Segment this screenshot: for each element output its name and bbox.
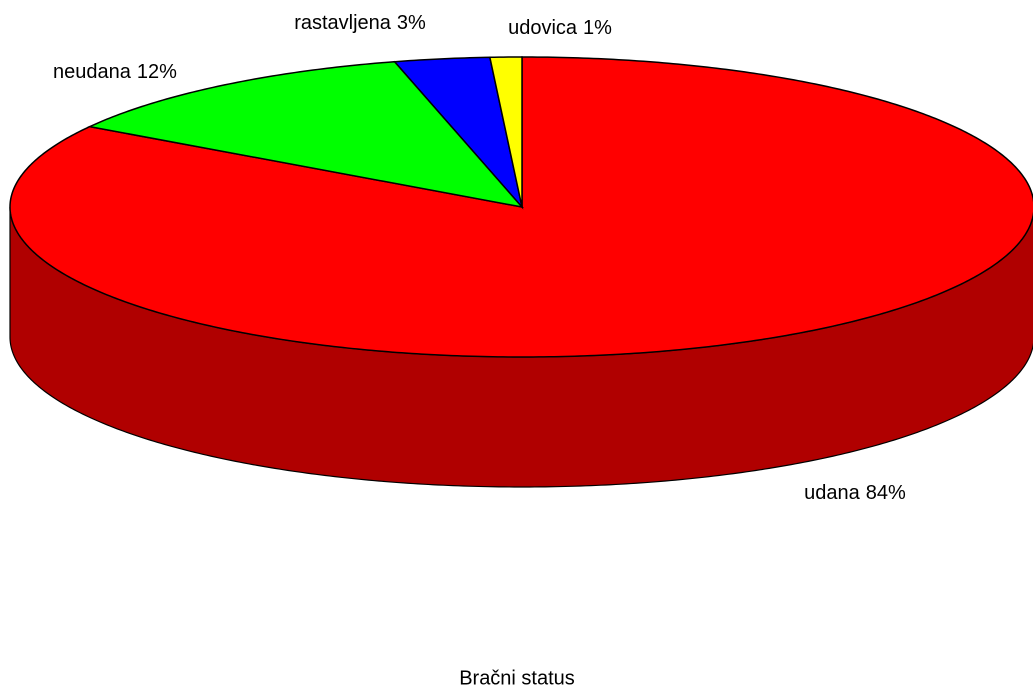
category-label: rastavljena: [294, 12, 392, 34]
slice-label: neudana 12%: [53, 61, 177, 83]
value-label: 84%: [866, 482, 906, 504]
pie-slice: [393, 56, 524, 210]
value-label: 1%: [583, 17, 612, 39]
chart-title: Bračni status: [459, 667, 575, 689]
pie-slice: [488, 56, 523, 208]
pie-slice: [87, 60, 524, 209]
category-label: neudana: [53, 61, 132, 83]
slice-label: udana 84%: [804, 482, 906, 504]
category-label: udana: [804, 482, 860, 504]
slice-label: rastavljena 3%: [294, 12, 426, 34]
value-label: 3%: [397, 12, 426, 34]
category-label: udovica: [508, 17, 578, 39]
value-label: 12%: [137, 61, 177, 83]
slice-label: udovica 1%: [508, 17, 612, 39]
